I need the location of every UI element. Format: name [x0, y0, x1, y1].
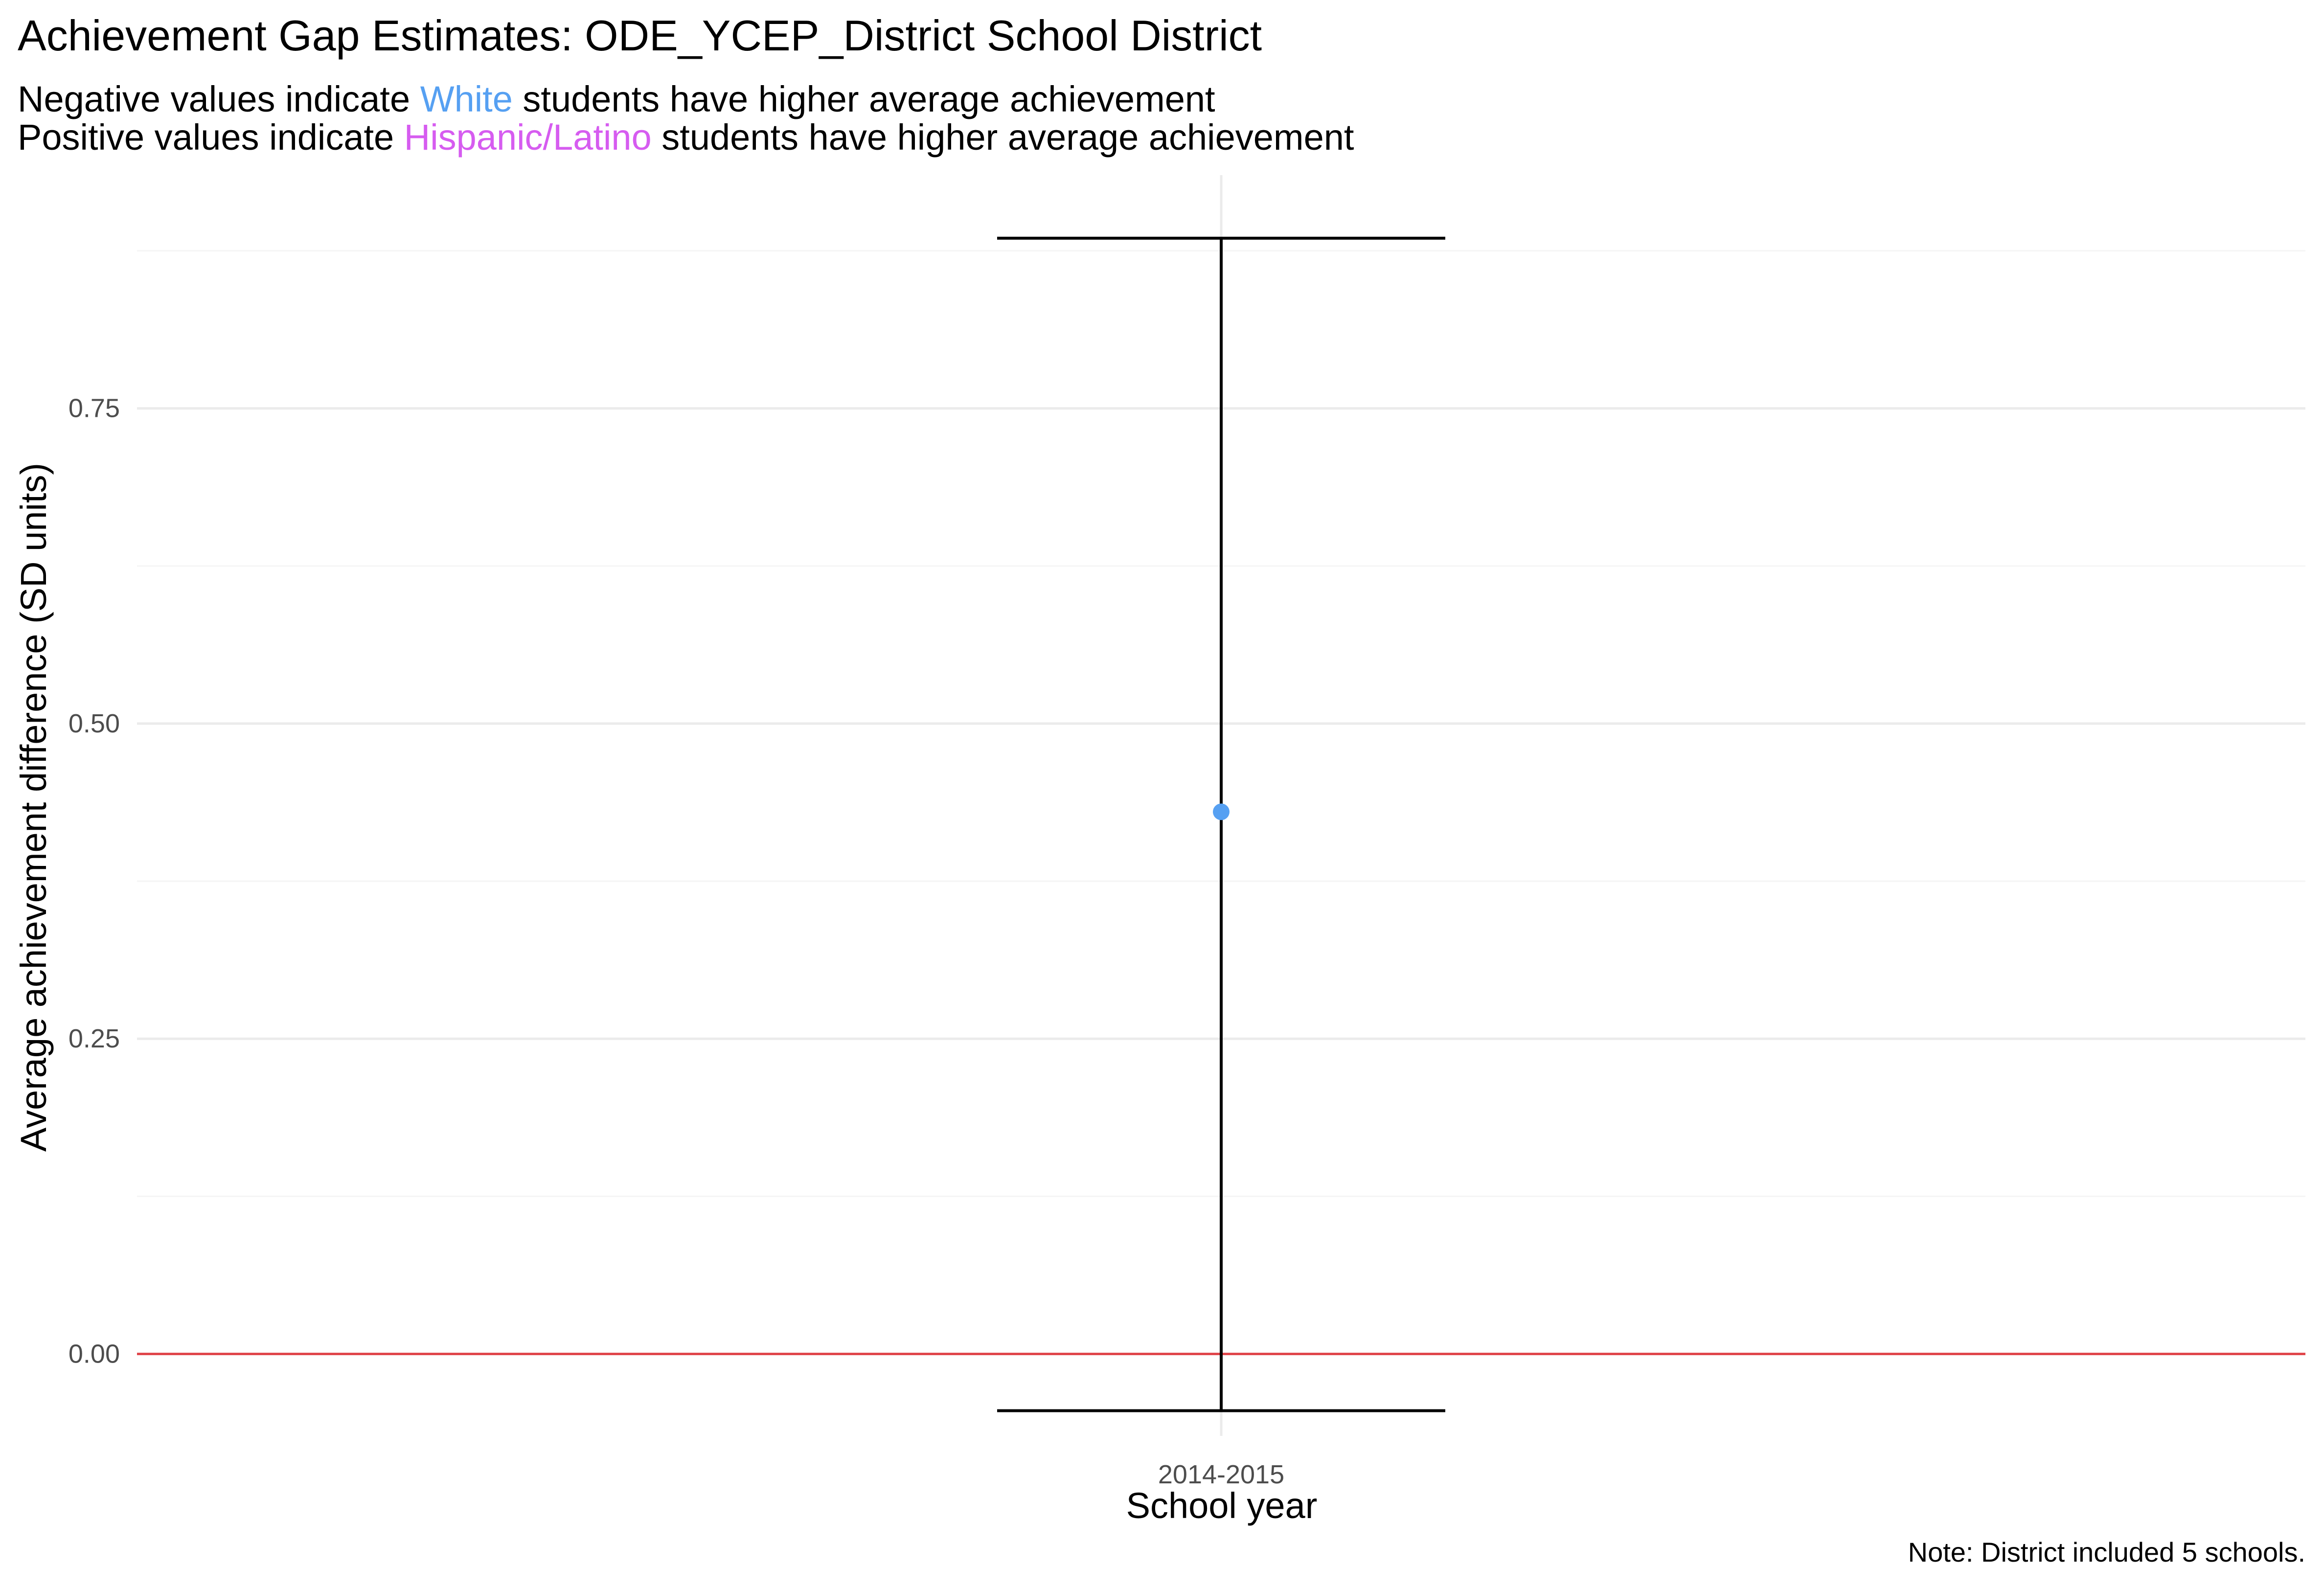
x-axis-title: School year: [1126, 1485, 1318, 1526]
subtitle-text: students have higher average achievement: [651, 117, 1354, 158]
subtitle-text: Negative values indicate: [18, 79, 420, 119]
data-point: [1213, 803, 1230, 820]
y-tick-label: 0.50: [68, 709, 120, 738]
subtitle-highlight-white: White: [420, 79, 513, 119]
subtitle-highlight-hispanic: Hispanic/Latino: [404, 117, 652, 158]
chart-title: Achievement Gap Estimates: ODE_YCEP_Dist…: [18, 11, 1262, 60]
y-tick-label: 0.25: [68, 1024, 120, 1053]
subtitle-text: Positive values indicate: [18, 117, 404, 158]
subtitle-line-negative: Negative values indicate White students …: [18, 79, 1215, 119]
y-tick-label: 0.00: [68, 1339, 120, 1368]
caption-note: Note: District included 5 schools.: [1908, 1537, 2305, 1567]
y-axis-title: Average achievement difference (SD units…: [13, 463, 54, 1152]
subtitle-line-positive: Positive values indicate Hispanic/Latino…: [18, 117, 1354, 157]
y-tick-label: 0.75: [68, 394, 120, 423]
x-tick-label: 2014-2015: [1158, 1460, 1284, 1489]
subtitle-text: students have higher average achievement: [512, 79, 1215, 119]
point-layer: [1213, 803, 1230, 820]
tick-label-layer: 0.00 0.25 0.50 0.75 2014-2015: [68, 394, 1284, 1489]
errorbar-layer: [997, 236, 1445, 1412]
